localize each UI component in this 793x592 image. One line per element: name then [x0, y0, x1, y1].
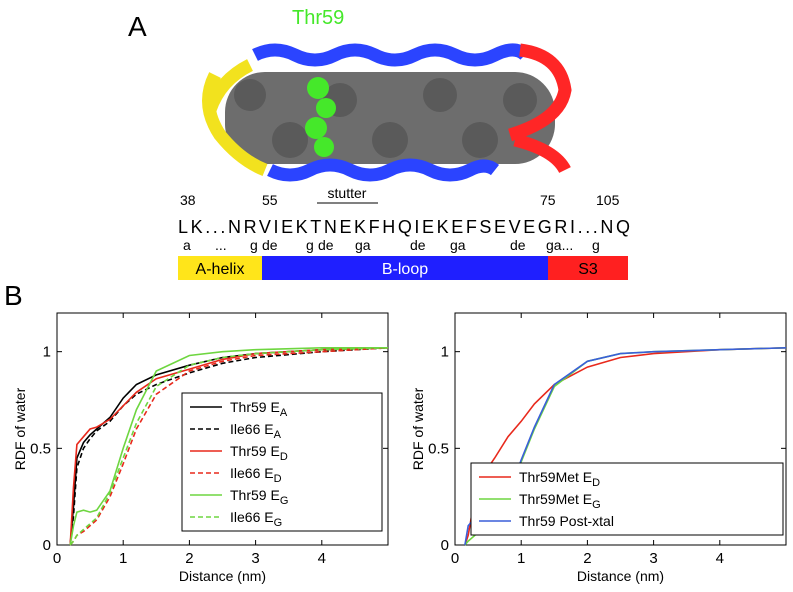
segment-label: B-loop	[382, 261, 428, 278]
segment-label: A-helix	[196, 261, 245, 278]
stutter-label: stutter	[328, 185, 367, 201]
legend-name: Thr59 E	[230, 487, 280, 503]
heptad-position: de	[510, 237, 526, 253]
y-axis-label: RDF of water	[410, 387, 426, 470]
highlight-label: Thr59	[292, 7, 344, 29]
y-tick-label: 1	[441, 344, 449, 361]
legend-name: Ile66 E	[230, 465, 274, 481]
x-tick-label: 4	[716, 550, 724, 567]
legend-subscript: A	[280, 407, 288, 419]
legend-subscript: D	[274, 473, 282, 485]
legend-label: Thr59 ED	[230, 443, 288, 463]
panel-label: B	[4, 280, 23, 311]
protein-illustration	[202, 43, 572, 182]
legend-name: Ile66 E	[230, 421, 274, 437]
legend-label: Thr59 Post-xtal	[519, 513, 614, 529]
data-line	[69, 347, 389, 546]
x-axis-label: Distance (nm)	[179, 568, 266, 584]
x-tick-label: 1	[517, 550, 525, 567]
y-tick-label: 0.5	[428, 440, 449, 457]
heptad-position: a	[183, 237, 191, 253]
legend-subscript: G	[280, 495, 289, 507]
x-tick-label: 3	[251, 550, 259, 567]
heptad-position: de	[262, 237, 278, 253]
residue-number: 38	[180, 192, 196, 208]
y-tick-label: 0	[441, 537, 449, 554]
segment-bar	[548, 256, 628, 280]
legend-name: Thr59 E	[230, 443, 280, 459]
heptad-position: ga...	[546, 237, 573, 253]
panel-label: A	[128, 11, 147, 42]
x-axis-label: Distance (nm)	[577, 568, 664, 584]
legend-name: Ile66 E	[230, 509, 274, 525]
x-tick-label: 0	[451, 550, 459, 567]
legend-subscript: G	[592, 499, 601, 511]
y-axis-label: RDF of water	[12, 387, 28, 470]
heptad-position: de	[318, 237, 334, 253]
heptad-position: g	[306, 237, 314, 253]
legend-label: Thr59 EG	[230, 487, 288, 507]
x-tick-label: 1	[119, 550, 127, 567]
legend-name: Thr59 E	[230, 399, 280, 415]
heptad-position: g	[592, 237, 600, 253]
legend-subscript: D	[280, 451, 288, 463]
x-tick-label: 4	[318, 550, 326, 567]
heptad-position: ga	[355, 237, 371, 253]
x-tick-label: 2	[583, 550, 591, 567]
legend-label: Ile66 EA	[230, 421, 282, 441]
legend-name: Thr59 Post-xtal	[519, 513, 614, 529]
legend-label: Ile66 EG	[230, 509, 282, 529]
legend-name: Thr59Met E	[519, 491, 592, 507]
segment-label: S3	[578, 261, 598, 278]
heptad-position: ga	[450, 237, 466, 253]
legend-label: Ile66 ED	[230, 465, 282, 485]
sequence: LK...NRVIEKTNEKFHQIEKEFSEVEGRI...NQ	[178, 217, 630, 237]
heptad-position: de	[410, 237, 426, 253]
legend-label: Thr59Met EG	[519, 491, 601, 511]
y-tick-label: 0.5	[30, 440, 51, 457]
residue-number: 105	[596, 192, 620, 208]
legend-box	[470, 462, 784, 536]
legend-label: Thr59 EA	[230, 399, 288, 419]
segment-bar	[262, 256, 548, 280]
residue-number: 55	[262, 192, 278, 208]
x-tick-label: 2	[185, 550, 193, 567]
y-tick-label: 0	[43, 537, 51, 554]
y-tick-label: 1	[43, 344, 51, 361]
segment-bar	[178, 256, 262, 280]
legend-box	[181, 392, 383, 532]
legend-subscript: G	[274, 517, 283, 529]
data-line	[69, 347, 389, 546]
legend-subscript: A	[274, 429, 282, 441]
legend-name: Thr59Met E	[519, 469, 592, 485]
plot-frame	[454, 312, 787, 546]
x-tick-label: 3	[649, 550, 657, 567]
data-line	[69, 347, 388, 546]
plot-frame	[56, 312, 389, 546]
heptad-position: g	[250, 237, 258, 253]
legend-label: Thr59Met ED	[519, 469, 600, 489]
residue-number: 75	[540, 192, 556, 208]
x-tick-label: 0	[53, 550, 61, 567]
heptad-position: ...	[215, 237, 227, 253]
legend-subscript: D	[592, 477, 600, 489]
